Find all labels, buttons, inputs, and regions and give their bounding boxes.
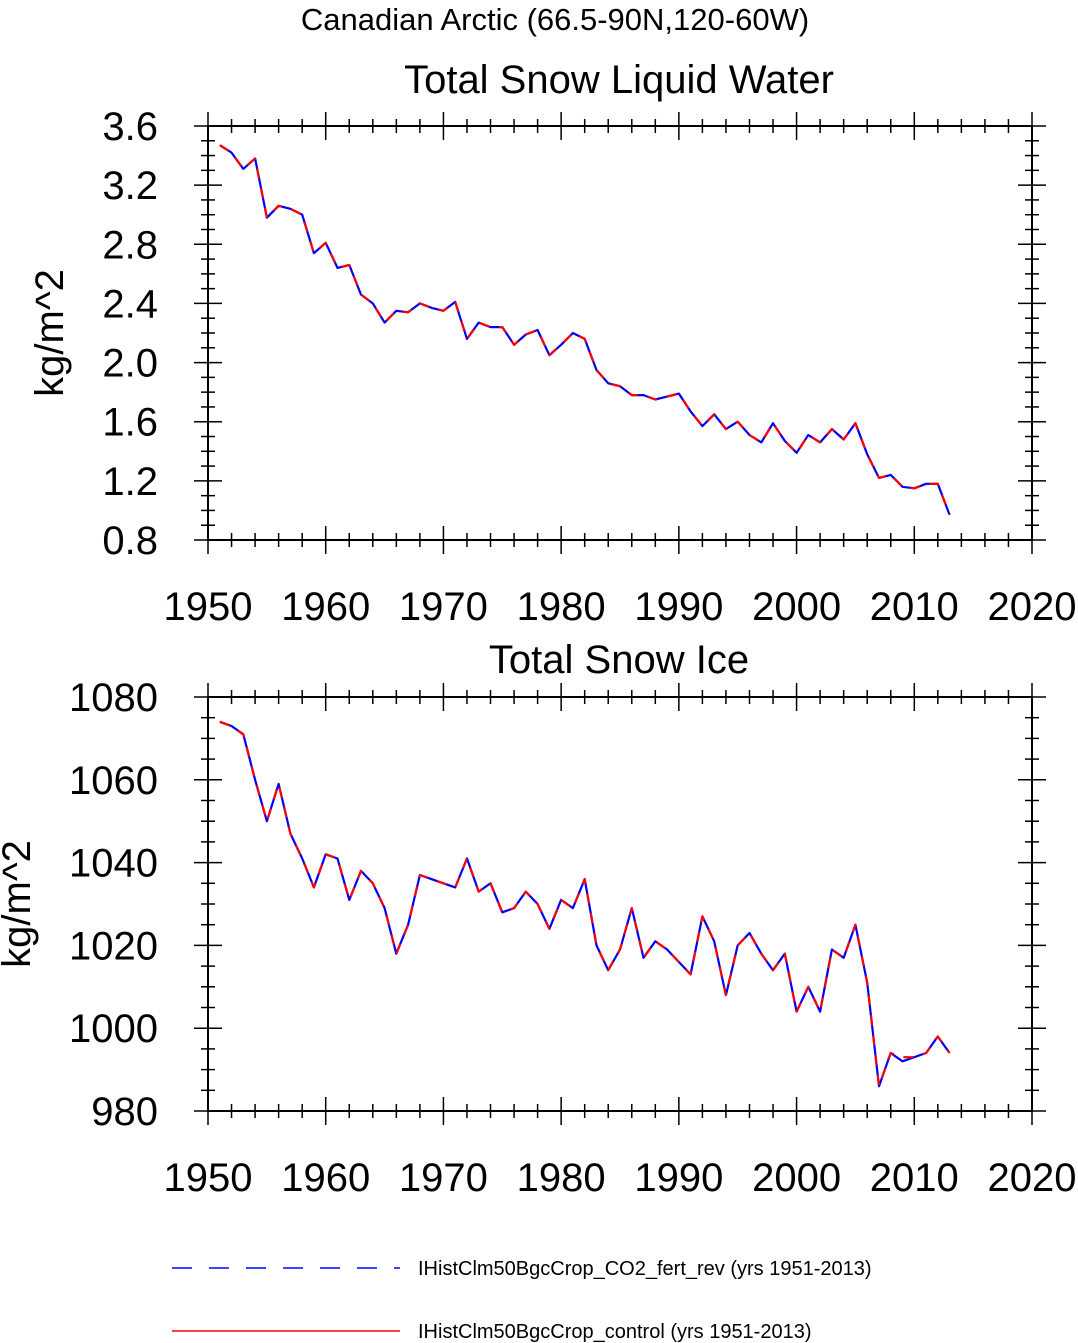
x-tick-label: 1960 (281, 585, 370, 629)
y-tick-label: 1.6 (102, 401, 158, 445)
y-axis-label: kg/m^2 (0, 840, 39, 968)
chart-title: Total Snow Ice (489, 638, 749, 682)
legend-label-control: IHistClm50BgcCrop_control (yrs 1951-2013… (418, 1321, 812, 1343)
y-tick-label: 2.8 (102, 223, 158, 267)
axis-ticks: 1950 1960 1970 1980 1990 2000 2010 2020 980 1000 1… (69, 676, 1076, 1200)
y-tick-label: 1080 (69, 676, 158, 720)
chart-panel-liquid-water: Total Snow Liquid Water 1950 1960 1970 1980… (28, 58, 1076, 629)
chart-title: Total Snow Liquid Water (404, 58, 834, 102)
x-tick-label: 1950 (164, 1156, 253, 1200)
chart-panel-snow-ice: Total Snow Ice 1950 1960 1970 1980 1990 2000 2… (0, 638, 1076, 1200)
legend: IHistClm50BgcCrop_CO2_fert_rev (yrs 1951… (172, 1258, 872, 1343)
x-tick-label: 2010 (870, 585, 959, 629)
x-tick-label: 2000 (752, 1156, 841, 1200)
x-tick-label: 2000 (752, 585, 841, 629)
series-line-co2-fert-rev (219, 144, 951, 516)
x-tick-label: 1990 (634, 1156, 723, 1200)
series-line-co2-fert-rev (219, 720, 951, 1088)
plot-frame (207, 696, 1033, 1112)
x-tick-label: 1980 (517, 1156, 606, 1200)
y-tick-label: 2.4 (102, 282, 158, 326)
y-tick-label: 1020 (69, 924, 158, 968)
series-line-control (219, 144, 951, 516)
legend-label-co2-fert-rev: IHistClm50BgcCrop_CO2_fert_rev (yrs 1951… (418, 1258, 872, 1280)
y-tick-label: 0.8 (102, 519, 158, 563)
x-tick-label: 1990 (634, 585, 723, 629)
y-tick-label: 3.6 (102, 105, 158, 149)
y-axis-label: kg/m^2 (28, 269, 72, 397)
series-lines (219, 720, 951, 1088)
x-tick-label: 2010 (870, 1156, 959, 1200)
axis-ticks: 1950 1960 1970 1980 1990 2000 2010 2020 0.8 1.2 1.… (102, 105, 1076, 629)
x-tick-label: 1950 (164, 585, 253, 629)
y-tick-label: 1060 (69, 759, 158, 803)
plot-frame (207, 125, 1033, 541)
y-tick-label: 1040 (69, 842, 158, 886)
x-tick-label: 1980 (517, 585, 606, 629)
y-tick-label: 980 (91, 1090, 158, 1134)
series-lines (219, 144, 951, 516)
y-tick-label: 1.2 (102, 460, 158, 504)
x-tick-label: 1960 (281, 1156, 370, 1200)
y-tick-label: 3.2 (102, 164, 158, 208)
x-tick-label: 1970 (399, 1156, 488, 1200)
series-line-control (219, 720, 951, 1088)
x-tick-label: 2020 (988, 1156, 1077, 1200)
x-tick-label: 2020 (988, 585, 1077, 629)
y-tick-label: 2.0 (102, 342, 158, 386)
y-tick-label: 1000 (69, 1007, 158, 1051)
x-tick-label: 1970 (399, 585, 488, 629)
figure-title: Canadian Arctic (66.5-90N,120-60W) (301, 2, 809, 37)
